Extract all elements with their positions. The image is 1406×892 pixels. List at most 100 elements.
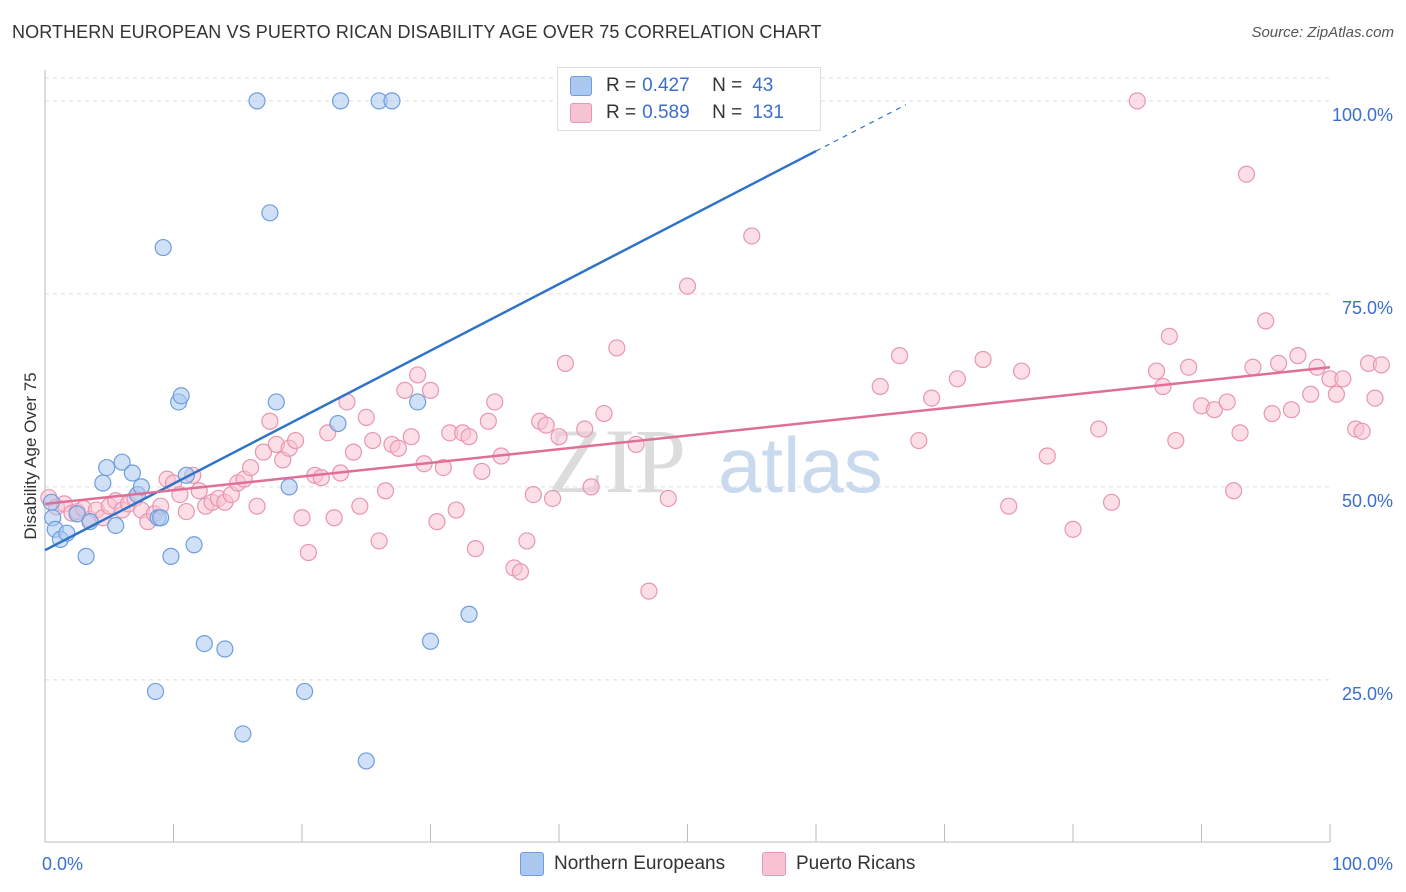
puerto-rican-point (948, 370, 966, 388)
legend-r-label: R = (606, 75, 637, 96)
series-legend: Northern Europeans Puerto Ricans (0, 852, 1406, 878)
northern-european-point (146, 682, 165, 701)
y-tick-label: 25.0% (1342, 684, 1393, 704)
watermark: ZIP atlas (548, 410, 883, 512)
legend-r-value: 0.427 (642, 75, 690, 96)
puerto-rican-point (460, 428, 478, 446)
puerto-rican-point (402, 428, 420, 446)
puerto-rican-point (421, 381, 440, 399)
y-tick-label: 50.0% (1342, 491, 1393, 511)
puerto-rican-point (1102, 493, 1121, 511)
northern-european-point (267, 393, 285, 411)
puerto-rican-point (286, 431, 305, 450)
watermark-atlas: atlas (718, 421, 883, 509)
puerto-rican-point (582, 478, 600, 496)
chart-title: NORTHERN EUROPEAN VS PUERTO RICAN DISABI… (12, 22, 822, 42)
legend-row-puerto-ricans: R = 0.589 N = 131 (570, 100, 784, 126)
puerto-rican-point (351, 497, 369, 515)
puerto-rican-point (293, 509, 311, 527)
puerto-rican-point (576, 420, 594, 438)
series-legend-puerto-ricans[interactable]: Puerto Ricans (762, 852, 915, 876)
puerto-rican-point (1269, 354, 1288, 372)
puerto-rican-point (466, 540, 485, 558)
northern-european-point (383, 92, 401, 110)
puerto-rican-point (890, 347, 909, 365)
northern-european-point (94, 474, 112, 492)
puerto-rican-point (428, 513, 446, 531)
northern-european-point (113, 453, 131, 471)
puerto-rican-point (678, 277, 697, 295)
source-credit: Source: ZipAtlas.com (1251, 24, 1394, 41)
y-tick-label: 100.0% (1332, 105, 1393, 125)
legend-r-value: 0.589 (642, 102, 690, 123)
puerto-rican-point (1263, 404, 1281, 423)
northern-european-point (154, 238, 172, 257)
northern-european-point (460, 605, 478, 623)
puerto-rican-point (1257, 312, 1275, 330)
puerto-rican-point (608, 339, 626, 357)
puerto-rican-point (434, 458, 452, 477)
northern-european-point (234, 725, 252, 743)
puerto-rican-point (1225, 482, 1243, 500)
puerto-rican-point (871, 377, 889, 396)
x-tick-label-max: 100.0% (1332, 854, 1393, 874)
legend-n-value: 43 (752, 75, 774, 96)
puerto-rican-point (1244, 358, 1262, 376)
y-axis-label: Disability Age Over 75 (21, 372, 40, 539)
puerto-rican-point (974, 350, 992, 369)
puerto-rican-point (190, 482, 208, 500)
legend-swatch-blue (570, 76, 592, 96)
puerto-rican-point (1038, 447, 1056, 465)
northern-european-point (421, 632, 440, 650)
x-tick-label-min: 0.0% (42, 854, 83, 874)
puerto-rican-point (299, 543, 318, 562)
puerto-rican-point (389, 439, 407, 457)
puerto-rican-point (364, 431, 382, 450)
puerto-rican-point (486, 393, 504, 411)
legend: R = 0.427 N = 43 R = 0.589 N = 131 (557, 67, 821, 131)
puerto-rican-point (1302, 385, 1320, 403)
puerto-rican-point (511, 563, 530, 581)
northern-european-point (107, 516, 125, 535)
puerto-rican-point (1000, 497, 1018, 515)
puerto-rican-point (923, 389, 941, 407)
puerto-rican-point (376, 482, 395, 500)
puerto-rican-point (261, 412, 279, 430)
puerto-rican-point (370, 532, 388, 550)
northern-european-point (409, 393, 427, 411)
puerto-rican-point (177, 502, 195, 521)
series-legend-northern-europeans[interactable]: Northern Europeans (520, 852, 725, 876)
puerto-rican-point (550, 428, 568, 446)
puerto-rican-point (1282, 401, 1301, 419)
trend-line-puerto-ricans (44, 365, 1331, 506)
puerto-rican-point (1327, 385, 1346, 403)
puerto-rican-point (254, 443, 273, 461)
puerto-rican-point (357, 408, 375, 426)
puerto-rican-point (1167, 431, 1185, 450)
northern-european-point (195, 634, 213, 653)
northern-european-point (185, 536, 203, 554)
grid-layer (45, 77, 1330, 681)
puerto-rican-point (242, 458, 260, 477)
legend-n-label: N = (712, 75, 743, 96)
puerto-rican-point (1180, 358, 1198, 376)
puerto-rican-point (743, 227, 761, 245)
trend-line-northern-europeans-extension (815, 104, 907, 152)
puerto-rican-point (409, 366, 427, 384)
puerto-rican-point (1237, 165, 1256, 183)
series-northern-europeans (42, 92, 581, 770)
puerto-rican-point (325, 509, 343, 527)
legend-r-label: R = (606, 102, 637, 123)
puerto-rican-point (556, 354, 575, 372)
puerto-rican-point (479, 412, 497, 430)
puerto-rican-point (1012, 362, 1031, 380)
northern-european-point (295, 682, 314, 701)
puerto-rican-point (1064, 520, 1082, 538)
northern-european-point (132, 478, 150, 496)
puerto-rican-point (447, 501, 465, 519)
legend-row-northern-europeans: R = 0.427 N = 43 (570, 73, 773, 99)
puerto-rican-point (640, 582, 658, 600)
puerto-rican-point (627, 435, 645, 454)
northern-european-point (152, 509, 170, 527)
northern-european-point (77, 547, 95, 565)
